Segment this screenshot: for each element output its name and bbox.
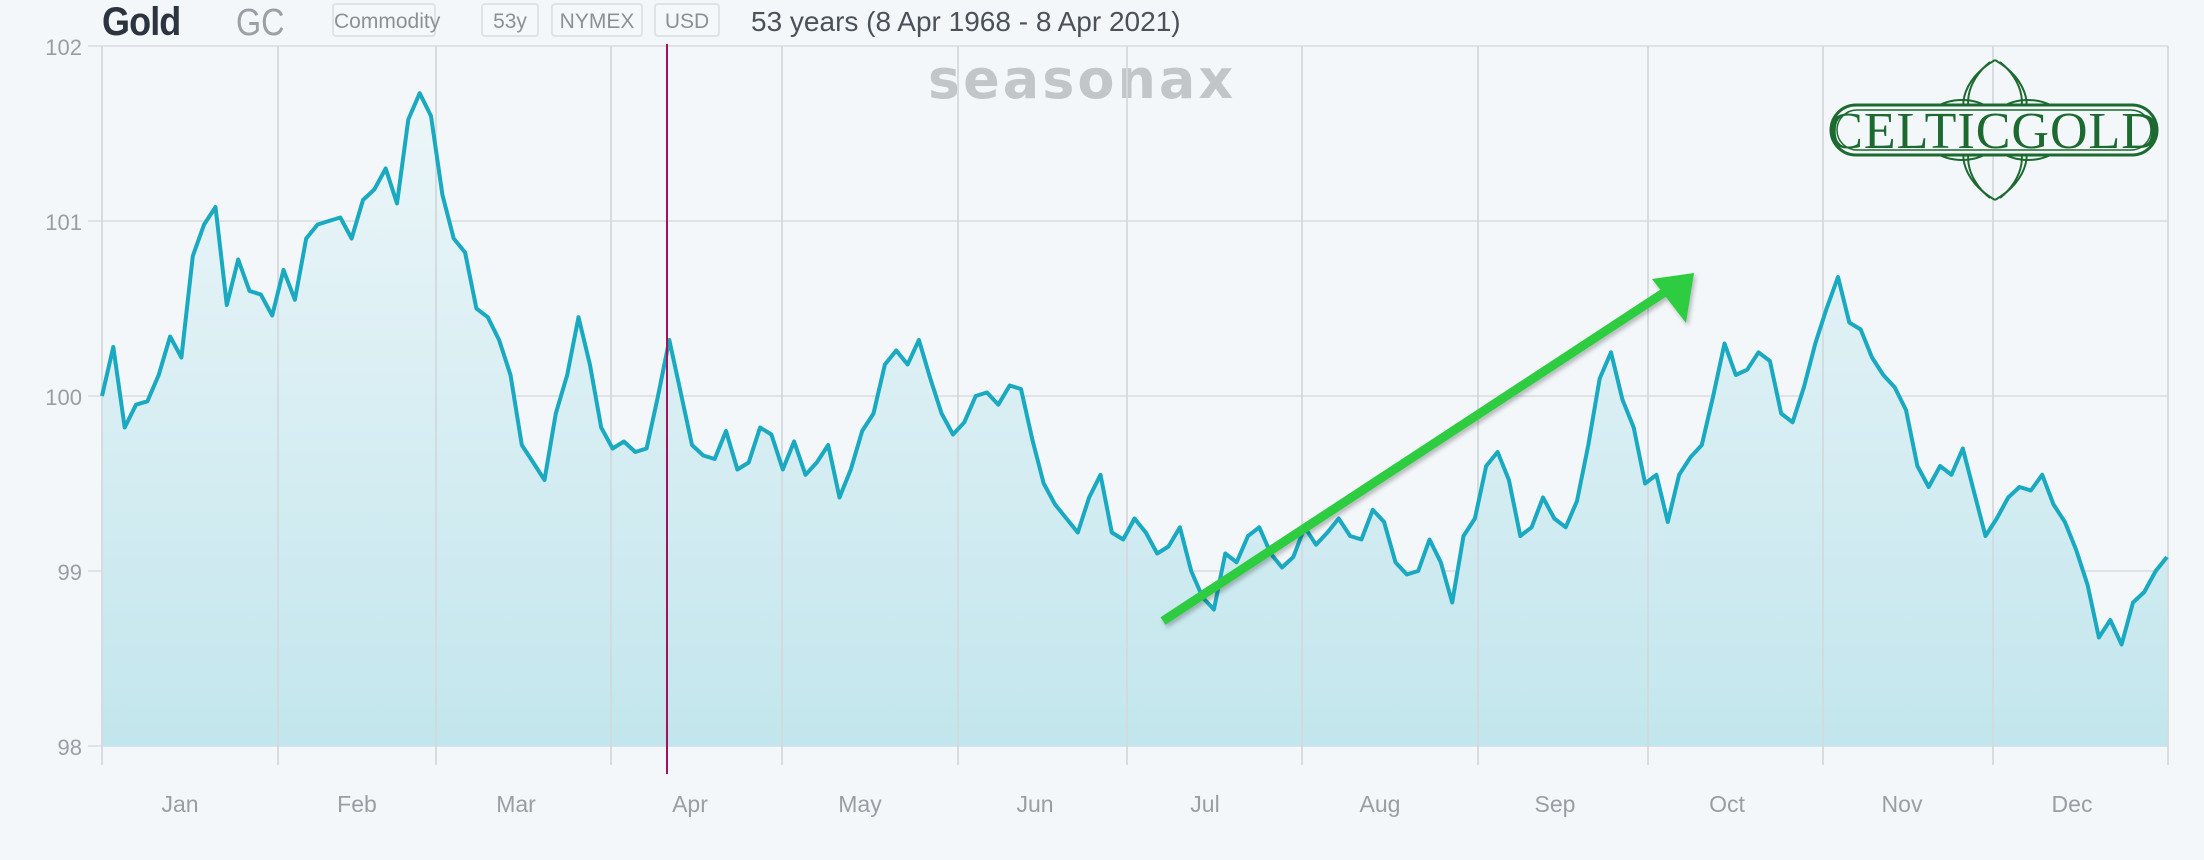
x-tick-nov: Nov — [1882, 791, 1923, 817]
x-tick-jun: Jun — [1016, 791, 1053, 817]
y-tick-101: 101 — [45, 210, 82, 235]
y-tick-99: 99 — [58, 560, 82, 585]
y-tick-102: 102 — [45, 35, 82, 60]
x-tick-jan: Jan — [161, 791, 198, 817]
x-tick-mar: Mar — [496, 791, 536, 817]
tag-years[interactable]: 53y — [481, 3, 539, 37]
x-tick-apr: Apr — [672, 791, 708, 817]
tag-currency[interactable]: USD — [654, 3, 720, 37]
celticgold-logo: CELTICGOLD — [1828, 59, 2160, 201]
seasonax-watermark: seasonax — [928, 48, 1236, 111]
y-axis: 102 101 100 99 98 — [45, 35, 82, 760]
tag-exchange[interactable]: NYMEX — [551, 3, 643, 37]
x-tick-may: May — [838, 791, 882, 817]
x-tick-jul: Jul — [1190, 791, 1219, 817]
series-area — [102, 93, 2167, 746]
x-gridlines — [101, 46, 2169, 765]
tag-asset-class[interactable]: Commodity — [332, 3, 440, 37]
x-tick-oct: Oct — [1709, 791, 1745, 817]
x-tick-dec: Dec — [2052, 791, 2093, 817]
instrument-title: Gold — [102, 0, 181, 44]
chart-header: Gold GC Commodity 53y NYMEX USD 53 years… — [0, 0, 2204, 46]
x-tick-aug: Aug — [1360, 791, 1401, 817]
date-range: 53 years (8 Apr 1968 - 8 Apr 2021) — [751, 6, 1181, 37]
trend-arrow — [1160, 273, 1694, 625]
x-tick-sep: Sep — [1535, 791, 1576, 817]
x-axis: Jan Feb Mar Apr May Jun Jul Aug Sep Oct … — [161, 791, 2092, 817]
y-tick-98: 98 — [58, 735, 82, 760]
ticker-symbol: GC — [236, 2, 285, 44]
x-tick-feb: Feb — [337, 791, 377, 817]
series-line — [100, 91, 2169, 647]
y-tick-100: 100 — [45, 385, 82, 410]
logo-text: CELTICGOLD — [1828, 103, 2160, 160]
